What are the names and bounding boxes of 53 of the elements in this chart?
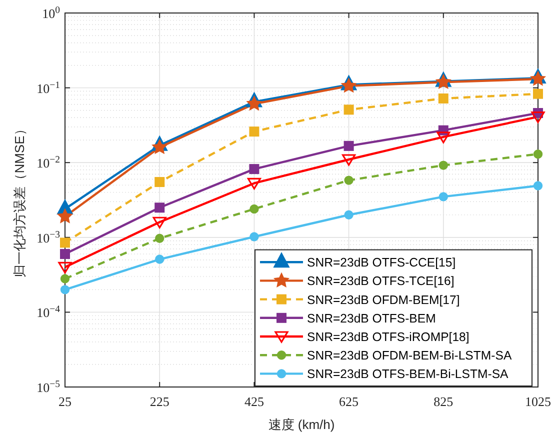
legend-label: SNR=23dB OTFS-BEM-Bi-LSTM-SA	[307, 367, 510, 382]
x-tick-label: 1025	[525, 394, 551, 409]
point	[342, 154, 356, 166]
point	[341, 78, 356, 92]
point	[436, 132, 450, 144]
point	[57, 208, 73, 224]
x-axis-title: 速度 (km/h)	[268, 417, 335, 432]
point	[438, 93, 448, 104]
x-tick-label: 825	[434, 394, 454, 409]
point	[154, 202, 165, 213]
legend-label: SNR=23dB OFDM-BEM-Bi-LSTM-SA	[307, 348, 512, 363]
legend-label: SNR=23dB OTFS-iROMP[18]	[307, 330, 470, 344]
y-tick-label: 10$^{0}$	[42, 4, 60, 21]
y-tick-label: 10$^{−3}$	[36, 228, 60, 246]
legend-label: SNR=23dB OFDM-BEM[17]	[307, 292, 460, 307]
point	[344, 210, 354, 220]
legend-label: SNR=23dB OTFS-BEM	[307, 311, 436, 326]
x-tick-label: 225	[150, 394, 170, 409]
point	[344, 104, 354, 115]
point	[154, 177, 165, 188]
point	[531, 111, 545, 124]
point	[60, 285, 70, 294]
y-axis-title: 归一化均方误差（NMSE）	[12, 122, 27, 278]
y-tick-label: 10$^{−2}$	[36, 154, 60, 171]
y-tick-label: 10$^{−5}$	[36, 378, 60, 395]
point	[533, 181, 543, 190]
point	[533, 149, 543, 159]
point	[247, 178, 261, 190]
point	[246, 96, 262, 110]
point	[438, 160, 448, 170]
point	[152, 139, 168, 154]
point	[60, 248, 70, 259]
point	[250, 204, 259, 214]
point	[249, 164, 260, 174]
legend-label: SNR=23dB OTFS-TCE[16]	[307, 274, 454, 288]
point	[344, 176, 354, 185]
y-tick-label: 10$^{−4}$	[36, 304, 60, 320]
x-tick-label: 25	[58, 394, 72, 409]
point	[438, 192, 448, 202]
point	[60, 274, 70, 284]
point	[152, 216, 166, 228]
point	[155, 254, 164, 264]
point	[60, 238, 70, 248]
point	[250, 232, 259, 242]
point	[533, 88, 543, 99]
point	[249, 126, 260, 137]
point	[155, 234, 164, 243]
point	[58, 262, 72, 274]
x-tick-label: 425	[244, 394, 264, 409]
legend-label: SNR=23dB OTFS-CCE[15]	[307, 256, 456, 270]
y-tick-label: 10$^{−1}$	[36, 79, 60, 96]
point	[344, 140, 354, 151]
x-tick-label: 625	[339, 394, 359, 409]
